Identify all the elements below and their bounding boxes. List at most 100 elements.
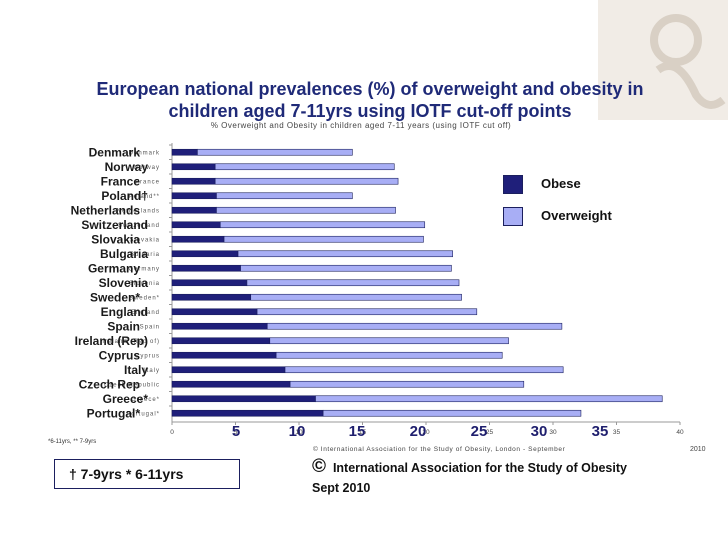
bar-overweight xyxy=(246,279,460,287)
bar-obese xyxy=(171,163,216,171)
category-label: England xyxy=(101,305,148,319)
legend-label-overweight: Overweight xyxy=(541,208,612,223)
bar-obese xyxy=(171,351,277,359)
bar-obese xyxy=(171,395,316,403)
bar-overweight xyxy=(315,395,663,403)
bar-overweight xyxy=(216,192,353,200)
category-label: Switzerland xyxy=(81,218,148,232)
category-label-small: Cyprus xyxy=(135,353,160,359)
category-label-small: England xyxy=(131,310,160,316)
category-label-small: Bulgaria xyxy=(130,252,160,258)
bar-overweight xyxy=(214,163,395,171)
bar-overweight xyxy=(266,322,563,330)
legend-obese: Obese xyxy=(503,175,703,197)
legend-swatch-obese xyxy=(503,175,523,194)
category-label-small: Slovakia xyxy=(129,237,160,243)
x-tick-label: 20 xyxy=(422,429,430,436)
category-label-small: Slovenia xyxy=(129,281,160,287)
x-tick-label-overlay: 20 xyxy=(410,423,427,440)
x-tick-label: 40 xyxy=(676,429,684,436)
category-label: Poland† xyxy=(101,189,148,203)
category-label-small: Italy xyxy=(144,368,160,374)
bar-obese xyxy=(171,308,258,316)
copyright-notice: © International Association for the Stud… xyxy=(312,457,642,498)
x-tick-label-overlay: 35 xyxy=(592,423,609,440)
logo-emblem xyxy=(598,0,728,120)
bar-obese xyxy=(171,409,324,417)
source-year: 2010 xyxy=(690,446,706,453)
category-label-small: Netherlands xyxy=(117,208,160,214)
category-label: Bulgaria xyxy=(100,247,148,261)
category-label: Spain xyxy=(107,319,140,333)
bar-obese xyxy=(171,293,252,301)
category-label: Greece* xyxy=(103,392,149,406)
legend-overweight: Overweight xyxy=(503,207,703,229)
category-label: Norway xyxy=(105,160,149,174)
category-label: Slovakia xyxy=(91,232,140,246)
bar-overweight xyxy=(237,250,453,258)
bar-obese xyxy=(171,192,217,200)
age-note-box: † 7-9yrs * 6-11yrs xyxy=(54,459,240,489)
bar-obese xyxy=(171,221,221,229)
category-label: Netherlands xyxy=(71,203,141,217)
bar-overweight xyxy=(197,148,353,156)
category-label-small: Spain xyxy=(140,324,160,330)
category-label: France xyxy=(101,174,141,188)
category-label: Germany xyxy=(88,261,140,275)
category-label-small: Sweden* xyxy=(129,295,160,301)
bar-overweight xyxy=(214,177,399,185)
bar-overweight xyxy=(289,380,525,388)
copyright-icon: © xyxy=(312,456,326,477)
bar-overweight xyxy=(322,409,582,417)
chart-subtitle: % Overweight and Obesity in children age… xyxy=(211,121,511,130)
category-label-small: Norway xyxy=(134,165,160,171)
category-label-small: Ireland (Rep of) xyxy=(102,339,160,345)
x-tick-label: 5 xyxy=(234,429,238,436)
category-label-small: Czech Republic xyxy=(104,382,160,388)
category-label: Italy xyxy=(124,363,148,377)
category-label: Slovenia xyxy=(99,276,149,290)
bar-obese xyxy=(171,366,286,374)
category-label: Ireland (Rep) xyxy=(75,334,148,348)
category-label-small: Portugal* xyxy=(126,411,160,417)
category-label-small: Greece* xyxy=(131,397,160,403)
bar-obese xyxy=(171,380,291,388)
category-label-small: Poland** xyxy=(129,194,160,200)
bar-overweight xyxy=(219,221,426,229)
bar-overweight xyxy=(250,293,462,301)
x-tick-label: 0 xyxy=(170,429,174,436)
x-tick-label-overlay: 15 xyxy=(349,423,366,440)
bar-obese xyxy=(171,206,217,214)
category-label-small: France xyxy=(135,179,160,185)
bar-overweight xyxy=(223,235,424,243)
bar-obese xyxy=(171,177,216,185)
bar-overweight xyxy=(284,366,564,374)
bar-obese xyxy=(171,279,248,287)
x-tick-label: 30 xyxy=(549,429,557,436)
bar-overweight xyxy=(216,206,396,214)
bar-obese xyxy=(171,235,225,243)
category-label: Denmark xyxy=(89,145,141,159)
x-tick-label-overlay: 30 xyxy=(531,423,548,440)
category-label-small: Germany xyxy=(128,266,160,272)
category-label: Cyprus xyxy=(99,348,141,362)
x-tick-label: 35 xyxy=(613,429,621,436)
category-label: Portugal* xyxy=(87,406,141,420)
x-tick-label: 15 xyxy=(359,429,367,436)
bar-obese xyxy=(171,148,198,156)
legend-swatch-overweight xyxy=(503,207,523,226)
bar-obese xyxy=(171,264,241,272)
source-note: © International Association for the Stud… xyxy=(313,446,566,453)
bar-overweight xyxy=(256,308,478,316)
bar-overweight xyxy=(269,337,509,345)
bar-obese xyxy=(171,337,271,345)
footnote-age-groups: *6-11yrs, ** 7-9yrs xyxy=(48,439,97,445)
category-label-small: Denmark xyxy=(129,150,160,156)
slide-title: European national prevalences (%) of ove… xyxy=(96,79,644,121)
bar-overweight xyxy=(240,264,452,272)
category-label: Czech Rep xyxy=(79,377,140,391)
copyright-text: International Association for the Study … xyxy=(312,461,627,495)
bar-obese xyxy=(171,322,268,330)
bar-obese xyxy=(171,250,239,258)
